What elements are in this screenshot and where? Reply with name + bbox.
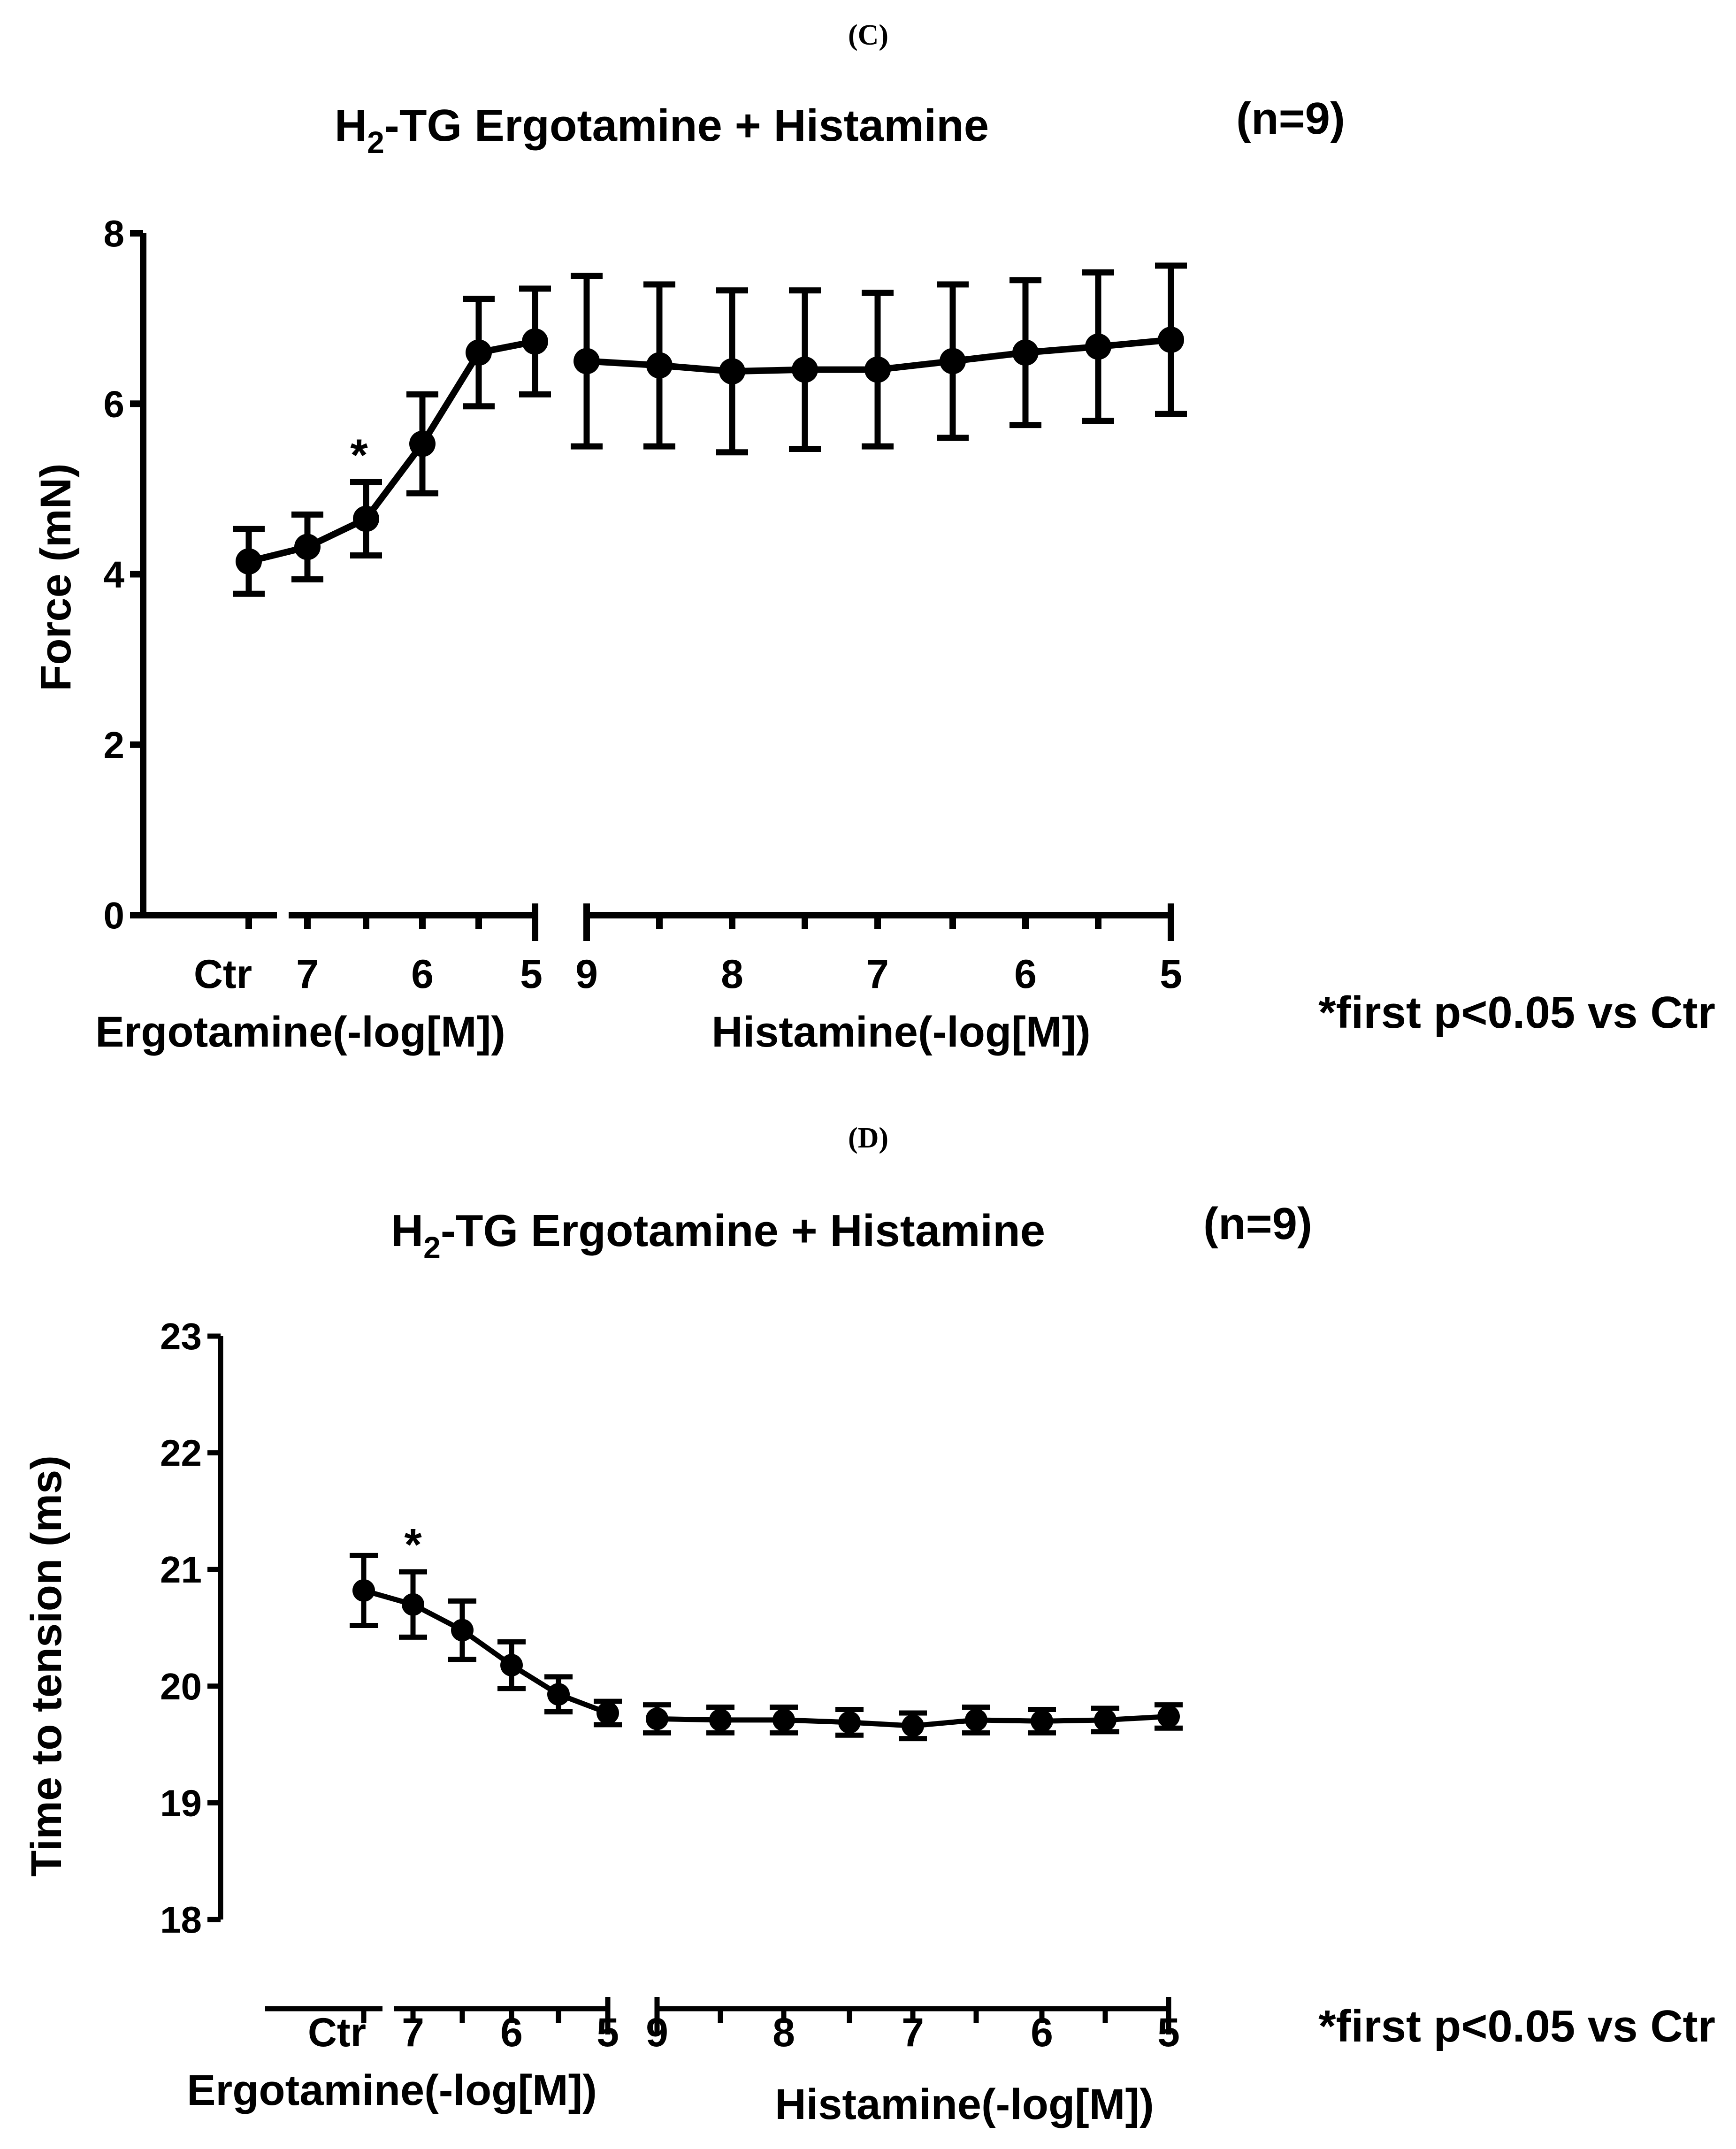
x-tick-label-c: 8 <box>721 952 743 997</box>
x-tick-label-d: 6 <box>1031 2010 1053 2055</box>
n-label-d: (n=9) <box>1203 1199 1312 1249</box>
x-tick-label-c: 5 <box>520 952 543 997</box>
y-tick-label-d: 20 <box>160 1666 202 1707</box>
data-point-d <box>597 1701 619 1724</box>
y-axis-label-d: Time to tension (ms) <box>23 1455 70 1877</box>
y-tick-label-d: 19 <box>160 1782 202 1824</box>
plot-area-c: 0 2 4 6 8 Ctr 7 6 5 * 9 8 7 6 5 <box>104 213 1187 997</box>
data-point-c <box>792 356 818 383</box>
chart-title-d: H2-TG Ergotamine + Histamine <box>391 1206 1045 1265</box>
y-tick-label-c: 4 <box>104 554 125 596</box>
data-point-c <box>1085 333 1111 360</box>
x-tick-label-c: 9 <box>575 952 598 997</box>
data-point-c <box>864 356 891 383</box>
x-tick-label-c: 7 <box>296 952 319 997</box>
data-point-d <box>838 1711 861 1734</box>
data-point-c <box>466 339 492 366</box>
x-axis-label-c-ergotamine: Ergotamine(-log[M]) <box>95 1008 505 1056</box>
data-point-c <box>294 534 321 560</box>
data-point-d <box>500 1654 523 1677</box>
panel-label-d: (D) <box>848 1122 888 1154</box>
plot-area-d: 18 19 20 21 22 23 Ctr 7 6 5 * 9 8 7 6 5 <box>160 1315 1183 2055</box>
x-tick-label-d: 5 <box>597 2010 619 2055</box>
data-point-c <box>522 328 548 355</box>
y-tick-label-d: 22 <box>160 1432 202 1474</box>
data-point-c <box>236 548 262 575</box>
y-tick-label-d: 21 <box>160 1549 202 1591</box>
panel-c: (C) H2-TG Ergotamine + Histamine (n=9) F… <box>32 19 1715 1056</box>
data-point-c <box>1012 339 1039 366</box>
x-tick-label-d: 7 <box>902 2010 924 2055</box>
x-tick-label-d: 7 <box>402 2010 424 2055</box>
data-point-d <box>451 1619 474 1642</box>
x-axis-label-d-histamine: Histamine(-log[M]) <box>775 2080 1154 2128</box>
y-tick-label-c: 6 <box>104 383 125 425</box>
data-point-c <box>719 358 745 385</box>
data-point-c <box>1158 327 1184 353</box>
data-point-d <box>902 1714 924 1737</box>
data-point-d <box>402 1593 424 1616</box>
data-point-d <box>709 1708 732 1731</box>
x-tick-label-d: 8 <box>772 2010 795 2055</box>
data-point-c <box>409 430 436 457</box>
x-tick-label-c: 6 <box>411 952 434 997</box>
significance-star-d: * <box>404 1520 422 1570</box>
data-point-d <box>1031 1710 1053 1733</box>
data-point-d <box>547 1683 570 1706</box>
x-tick-label-c: 7 <box>866 952 889 997</box>
y-tick-label-c: 2 <box>104 724 125 766</box>
x-axis-label-d-ergotamine: Ergotamine(-log[M]) <box>187 2066 597 2114</box>
data-point-c <box>353 505 379 532</box>
chart-title-c-rest: -TG Ergotamine + Histamine <box>384 100 989 151</box>
x-axis-label-c-histamine: Histamine(-log[M]) <box>711 1008 1090 1056</box>
series-line-d <box>363 1588 609 1716</box>
chart-title-c-sub: 2 <box>367 125 384 160</box>
x-tick-label-d: Ctr <box>308 2010 366 2055</box>
data-point-d <box>772 1708 795 1731</box>
chart-title-c: H2-TG Ergotamine + Histamine <box>335 100 989 160</box>
y-tick-label-d: 18 <box>160 1899 202 1941</box>
x-tick-label-c: 5 <box>1160 952 1182 997</box>
x-tick-label-d: 5 <box>1157 2010 1180 2055</box>
significance-note-c: *first p<0.05 vs Ctr <box>1318 987 1715 1038</box>
chart-title-d-sub: 2 <box>423 1230 441 1265</box>
x-tick-label-c: Ctr <box>194 952 252 997</box>
data-point-d <box>1094 1708 1117 1731</box>
panel-d: (D) H2-TG Ergotamine + Histamine (n=9) T… <box>23 1122 1715 2128</box>
data-point-c <box>574 348 600 375</box>
y-tick-label-c: 0 <box>104 895 125 936</box>
y-tick-label-d: 23 <box>160 1315 202 1357</box>
x-tick-label-d: 9 <box>646 2010 668 2055</box>
series-line-c <box>248 338 536 565</box>
x-tick-label-d: 6 <box>500 2010 523 2055</box>
data-point-d <box>646 1707 668 1730</box>
chart-title-c-main: H <box>335 100 367 151</box>
chart-title-d-rest: -TG Ergotamine + Histamine <box>441 1206 1045 1256</box>
data-point-d <box>352 1579 375 1602</box>
data-point-c <box>646 352 673 379</box>
significance-star-c: * <box>350 430 368 480</box>
chart-title-d-main: H <box>391 1206 423 1256</box>
panel-label-c: (C) <box>848 19 888 51</box>
data-point-d <box>965 1708 987 1731</box>
data-point-d <box>1157 1705 1180 1728</box>
n-label-c: (n=9) <box>1236 93 1345 144</box>
x-tick-label-c: 6 <box>1014 952 1037 997</box>
data-point-c <box>940 348 966 375</box>
y-axis-label-c: Force (mN) <box>32 463 80 691</box>
significance-note-d: *first p<0.05 vs Ctr <box>1318 2001 1715 2051</box>
y-tick-label-c: 8 <box>104 213 125 254</box>
